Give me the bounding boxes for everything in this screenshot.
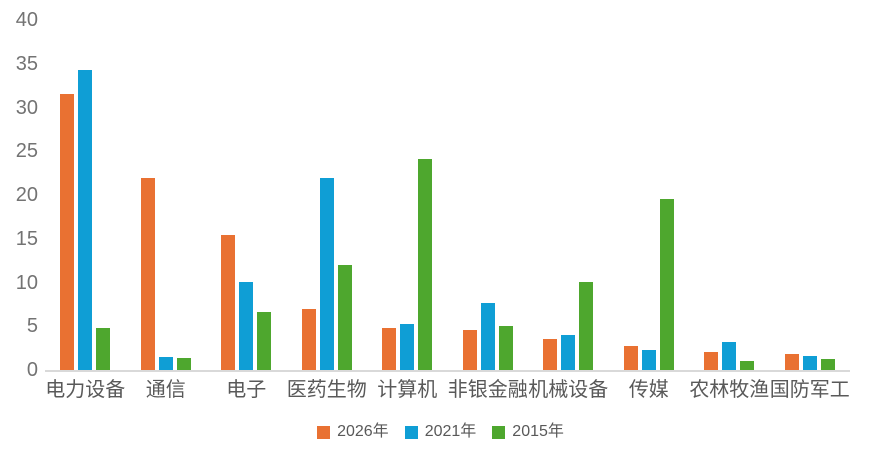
bar-series2-cat10 [802,356,817,370]
bar-group-5 [367,20,448,370]
y-tick-label: 5 [26,315,38,338]
bar-series3-cat1 [96,328,111,370]
bar-series1-cat3 [221,235,236,370]
bar-group-7 [528,20,609,370]
legend-swatch-icon [492,425,506,439]
bar-series3-cat10 [820,358,835,370]
x-category-label: 非银金融 [447,379,528,401]
bar-series3-cat2 [176,357,191,370]
bar-group-3 [206,20,287,370]
bar-group-10 [770,20,851,370]
bar-group-4 [287,20,368,370]
plot-area [45,20,850,372]
bar-group-1 [45,20,126,370]
x-category-label: 传媒 [628,379,669,401]
bar-group-2 [126,20,207,370]
legend-item-1: 2026年 [317,423,389,441]
bar-series2-cat6 [480,302,495,370]
y-tick-label: 35 [15,52,38,75]
bar-group-9 [689,20,770,370]
y-tick-label: 25 [15,140,38,163]
bar-series1-cat4 [301,308,316,370]
x-category-label: 农林牧渔 [689,379,770,401]
y-tick-label: 15 [15,227,38,250]
bar-series3-cat8 [659,199,674,370]
bar-series1-cat10 [784,354,799,370]
bar-series1-cat2 [140,177,155,370]
bar-series2-cat4 [319,177,334,370]
y-tick-label: 10 [15,271,38,294]
y-tick-label: 40 [15,9,38,31]
legend-label: 2021年 [424,423,477,440]
x-category-label: 电力设备 [45,379,126,401]
bar-series2-cat3 [239,281,254,370]
x-category-label: 通信 [145,379,186,401]
bar-series3-cat5 [418,159,433,370]
bar-series1-cat8 [623,346,638,370]
legend-item-2: 2021年 [404,423,477,441]
x-category-label: 国防军工 [769,379,850,401]
y-tick-label: 30 [15,96,38,119]
bar-series3-cat9 [740,361,755,370]
bar-series1-cat1 [60,93,75,370]
legend-swatch-icon [404,425,418,439]
y-axis: 40 35 30 25 20 15 10 5 0 [0,0,38,458]
x-category-label: 计算机 [377,379,438,401]
bar-series1-cat9 [704,351,719,370]
bar-series1-cat5 [382,328,397,370]
x-category-label: 医药生物 [286,379,367,401]
bar-series2-cat2 [158,356,173,370]
bar-series2-cat5 [400,323,415,370]
bar-series2-cat7 [561,335,576,370]
x-category-label: 机械设备 [528,379,609,401]
bar-series2-cat1 [78,69,93,370]
legend: 2026年 2021年 2015年 [0,423,881,441]
bar-series1-cat6 [462,329,477,370]
x-category-label: 电子 [226,379,267,401]
y-tick-label: 20 [15,184,38,206]
bar-series1-cat7 [543,338,558,370]
y-tick-label: 0 [26,359,38,381]
legend-swatch-icon [317,425,331,439]
bar-series3-cat6 [498,326,513,370]
bar-series2-cat9 [722,342,737,370]
bar-series3-cat7 [579,281,594,370]
legend-label: 2015年 [512,423,564,440]
bar-group-6 [448,20,529,370]
x-axis: 电力设备 通信 电子 医药生物 计算机 非银金融 机械设备 传媒 农林牧渔 国防军工 [45,378,850,402]
legend-item-3: 2015年 [492,423,564,441]
bar-group-8 [609,20,690,370]
bar-series3-cat3 [257,312,272,370]
bar-series3-cat4 [337,265,352,370]
bar-series2-cat8 [641,349,656,370]
legend-label: 2026年 [337,423,389,440]
